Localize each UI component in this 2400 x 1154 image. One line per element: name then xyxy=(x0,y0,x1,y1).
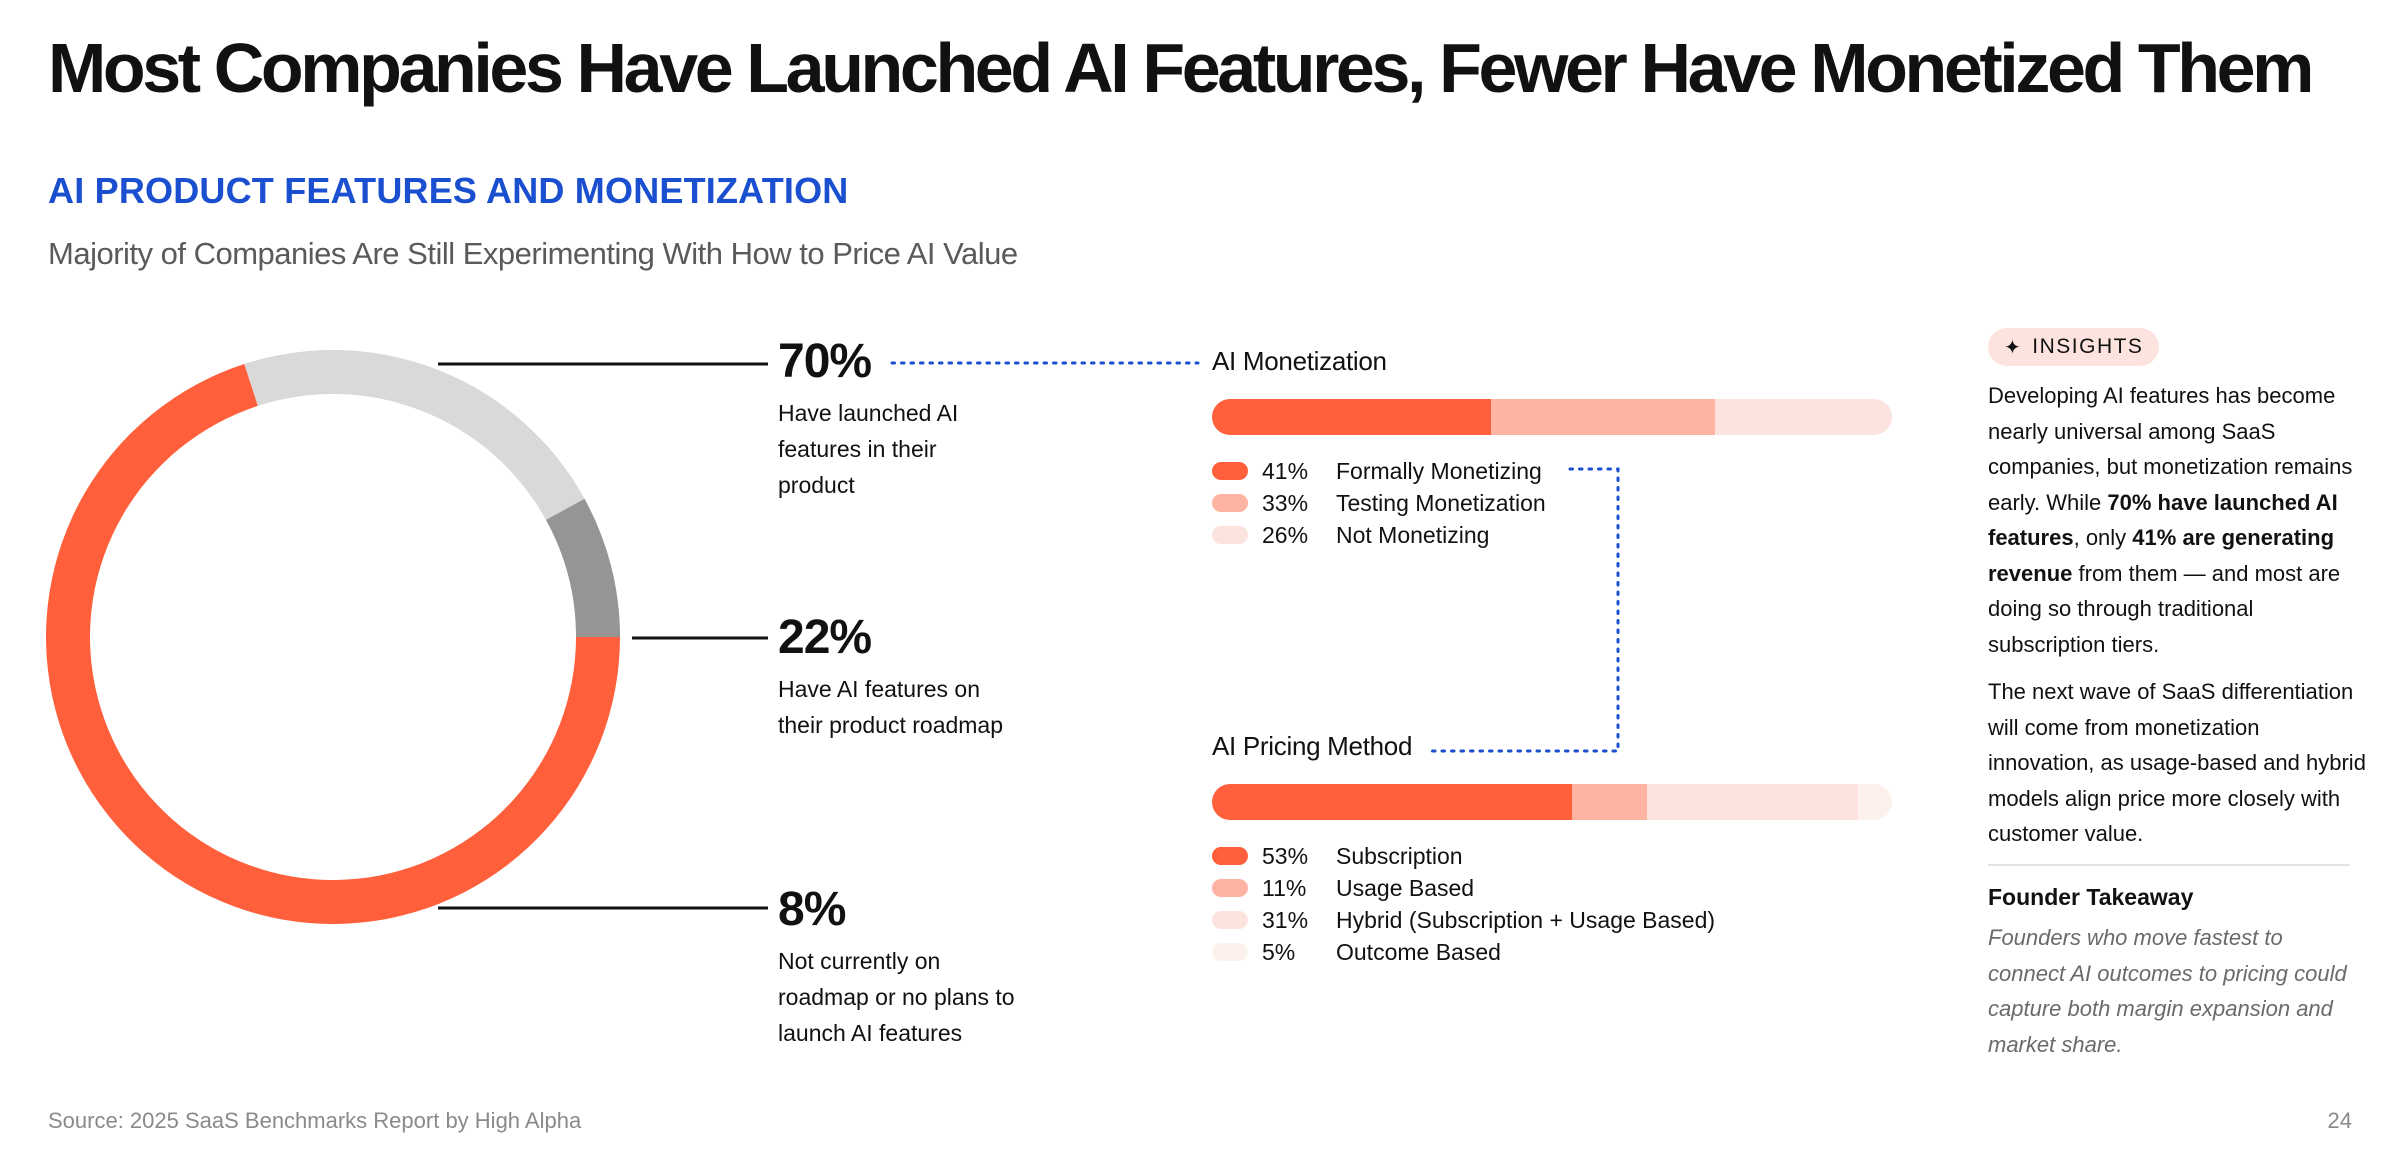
legend-value: 11% xyxy=(1262,874,1307,901)
callout-roadmap-text-line: their product roadmap xyxy=(778,712,1004,738)
callout-launched-text-line: Have launched AI xyxy=(778,400,959,426)
bar-segment xyxy=(1572,784,1648,820)
callout-launched-value: 70% xyxy=(778,335,872,388)
insights-divider xyxy=(1988,864,2350,866)
legend-item: 53% Subscription xyxy=(1212,840,1892,872)
insights-badge: ✦ INSIGHTS xyxy=(1988,328,2160,366)
callout-roadmap: 22% Have AI features on their product ro… xyxy=(778,610,1003,743)
insights-paragraph-2: The next wave of SaaS differentiation wi… xyxy=(1988,679,2366,846)
callout-roadmap-text-line: Have AI features on xyxy=(778,676,981,702)
ai-pricing-method-bar xyxy=(1212,784,1892,820)
legend-label: Formally Monetizing xyxy=(1336,457,1542,484)
legend-swatch xyxy=(1212,911,1248,929)
ai-pricing-method-chart: AI Pricing Method 53% Subscription 11% Usag… xyxy=(1212,731,1892,968)
insights-text: Developing AI features has become nearly… xyxy=(1988,383,2353,515)
legend-label: Testing Monetization xyxy=(1336,489,1546,516)
ai-monetization-bar xyxy=(1212,399,1892,435)
insights-highlight: 41% are generating revenue xyxy=(1988,525,2335,586)
legend-item: 11% Usage Based xyxy=(1212,872,1892,904)
legend-value: 53% xyxy=(1262,842,1309,869)
callout-no-plans-text-line: Not currently on xyxy=(778,948,941,974)
insights-highlight: 70% have launched AI features xyxy=(1988,489,2338,551)
page-title: Most Companies Have Launched AI Features… xyxy=(48,29,2314,107)
section-heading: AI PRODUCT FEATURES AND MONETIZATION xyxy=(48,170,849,211)
donut-slice-no-plans xyxy=(545,498,620,637)
ai-pricing-method-title: AI Pricing Method xyxy=(1212,731,1413,761)
insights-text: , only xyxy=(2073,525,2133,550)
legend-swatch xyxy=(1212,847,1248,865)
legend-value: 33% xyxy=(1262,489,1309,516)
legend-item: 26% Not Monetizing xyxy=(1212,519,1892,551)
donut-slice-roadmap xyxy=(244,350,585,520)
insights-text: from them — and most are doing so throug… xyxy=(1988,560,2341,657)
bar-segment xyxy=(1857,784,1892,820)
callout-launched-text-line: product xyxy=(778,472,855,498)
source-note: Source: 2025 SaaS Benchmarks Report by H… xyxy=(48,1108,582,1133)
legend-item: 33% Testing Monetization xyxy=(1212,487,1892,519)
dotted-connector-bracket xyxy=(1430,467,1620,753)
legend-value: 5% xyxy=(1262,938,1296,965)
ai-pricing-method-legend: 53% Subscription 11% Usage Based 31% Hybrid (… xyxy=(1212,840,1892,968)
legend-swatch xyxy=(1212,879,1248,897)
sparkle-icon: ✦ xyxy=(2004,336,2023,359)
callout-no-plans-text-line: launch AI features xyxy=(778,1020,963,1046)
legend-value: 31% xyxy=(1262,906,1309,933)
legend-swatch xyxy=(1212,494,1248,512)
legend-item: 41% Formally Monetizing xyxy=(1212,455,1892,487)
page-subtitle: Majority of Companies Are Still Experime… xyxy=(48,236,1018,271)
legend-swatch xyxy=(1212,462,1248,480)
page-number: 24 xyxy=(2327,1108,2352,1133)
ai-monetization-title: AI Monetization xyxy=(1212,346,1387,376)
legend-label: Hybrid (Subscription + Usage Based) xyxy=(1336,906,1716,933)
ai-features-donut-chart xyxy=(46,350,621,925)
callout-launched: 70% Have launched AI features in their p… xyxy=(778,334,958,503)
legend-label: Not Monetizing xyxy=(1336,521,1490,548)
legend-item: 5% Outcome Based xyxy=(1212,936,1892,968)
legend-label: Subscription xyxy=(1336,842,1463,869)
bar-segment xyxy=(1647,784,1858,820)
callout-no-plans: 8% Not currently on roadmap or no plans … xyxy=(778,882,1015,1051)
founder-takeaway-title: Founder Takeaway xyxy=(1988,884,2194,910)
callout-no-plans-value: 8% xyxy=(778,883,846,936)
insights-badge-label: INSIGHTS xyxy=(2032,335,2144,358)
callout-launched-text-line: features in their xyxy=(778,436,937,462)
legend-label: Usage Based xyxy=(1336,874,1475,901)
bar-segment xyxy=(1212,784,1573,820)
ai-monetization-chart: AI Monetization 41% Formally Monetizing 33… xyxy=(1212,346,1892,551)
bar-segment xyxy=(1715,399,1892,435)
callout-no-plans-text-line: roadmap or no plans to xyxy=(778,984,1015,1010)
legend-swatch xyxy=(1212,943,1248,961)
bar-segment xyxy=(1490,399,1716,435)
insights-paragraph: Developing AI features has become nearly… xyxy=(1988,378,2368,662)
legend-item: 31% Hybrid (Subscription + Usage Based) xyxy=(1212,904,1892,936)
callout-roadmap-value: 22% xyxy=(778,611,872,664)
ai-monetization-legend: 41% Formally Monetizing 33% Testing Monetiz… xyxy=(1212,455,1892,551)
bar-segment xyxy=(1212,399,1491,435)
founder-takeaway-text: Founders who move fastest to connect AI … xyxy=(1988,925,2347,1057)
legend-swatch xyxy=(1212,526,1248,544)
legend-value: 41% xyxy=(1262,457,1309,484)
legend-label: Outcome Based xyxy=(1336,938,1501,965)
legend-value: 26% xyxy=(1262,521,1309,548)
